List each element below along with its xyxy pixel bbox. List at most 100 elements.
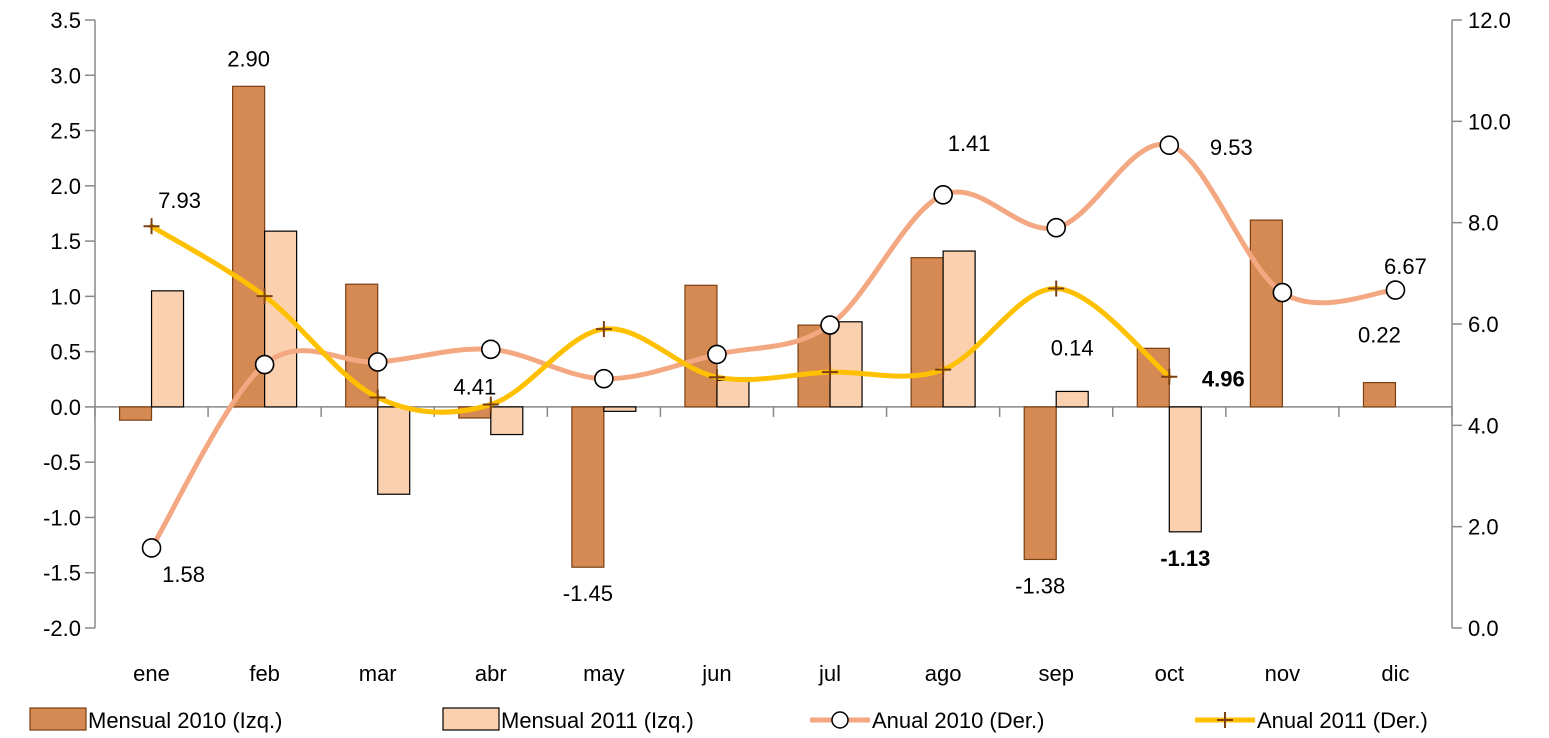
left-tick-label: 3.5	[50, 8, 81, 33]
lines	[141, 135, 1406, 558]
bar-mensual-2010	[571, 406, 605, 568]
bar-mensual-2010	[1023, 406, 1057, 561]
axes: -2.0 -1.5 -1.0 -0.5 0.0 0.5 1.0 1.5 2.0 2.5 3.0 3.5…	[43, 8, 1511, 686]
data-label: 9.53	[1210, 135, 1253, 160]
bar-mensual-2010	[118, 406, 153, 421]
marker-anual-2011	[369, 389, 386, 406]
marker-anual-2010	[480, 339, 501, 360]
data-label: 1.41	[948, 131, 991, 156]
marker-anual-2010	[1046, 217, 1067, 238]
right-tick-label: 4.0	[1468, 413, 1499, 438]
marker-anual-2010	[367, 352, 388, 372]
marker-anual-2010	[1272, 282, 1293, 303]
bar-mensual-2011	[603, 406, 637, 412]
marker-anual-2010	[707, 344, 727, 365]
left-tick-label: 2.5	[50, 119, 81, 144]
category-label: nov	[1265, 661, 1300, 686]
marker-anual-2011	[595, 321, 612, 338]
line-anual-2010	[149, 141, 1398, 551]
legend-label: Anual 2010 (Der.)	[872, 708, 1044, 733]
legend-label: Anual 2011 (Der.)	[1257, 708, 1428, 733]
category-label: ago	[925, 661, 962, 686]
data-label: -1.38	[1015, 573, 1065, 598]
marker-anual-2011	[708, 369, 725, 386]
left-tick-label: 0.5	[50, 340, 81, 365]
marker-anual-2010	[254, 354, 275, 375]
legend-swatch	[29, 707, 87, 731]
marker-anual-2010	[1159, 135, 1180, 155]
category-label: mar	[359, 661, 397, 686]
bar-mensual-2011	[490, 406, 524, 436]
category-label: abr	[475, 661, 507, 686]
category-label: jun	[701, 661, 731, 686]
category-label: feb	[249, 661, 280, 686]
data-labels: 2.90 -1.45 -1.38 0.22 1.41 0.14 -1.13 1.58 9.53 6…	[158, 46, 1427, 606]
line-anual-2011	[149, 223, 1172, 415]
marker-anual-2010	[594, 368, 614, 389]
marker-anual-2011	[482, 396, 499, 413]
data-label: 4.41	[453, 375, 496, 400]
bar-mensual-2011	[716, 379, 750, 408]
left-tick-label: 0.0	[50, 395, 81, 420]
category-label: sep	[1038, 661, 1073, 686]
data-label: 0.14	[1051, 335, 1094, 360]
right-tick-label: 6.0	[1468, 312, 1499, 337]
right-tick-label: 0.0	[1468, 616, 1499, 641]
bar-mensual-2011	[942, 250, 976, 408]
category-label: dic	[1381, 661, 1409, 686]
legend-label: Mensual 2011 (Izq.)	[501, 708, 694, 733]
marker-anual-2010	[933, 185, 953, 205]
marker-anual-2011	[143, 218, 160, 235]
bar-mensual-2011	[829, 321, 863, 408]
data-label: 7.93	[158, 188, 201, 213]
left-tick-label: 1.0	[50, 284, 81, 309]
marker-anual-2011	[935, 361, 952, 378]
left-tick-label: -1.5	[43, 561, 81, 586]
left-tick-label: 2.0	[50, 174, 81, 199]
data-label: 0.22	[1358, 323, 1401, 348]
data-label: -1.13	[1160, 546, 1210, 571]
marker-anual-2011	[1048, 280, 1065, 297]
right-tick-label: 2.0	[1468, 515, 1499, 540]
bar-mensual-2011	[150, 290, 185, 408]
legend-swatch	[442, 707, 500, 731]
legend-marker	[831, 711, 849, 729]
right-tick-label: 10.0	[1468, 109, 1511, 134]
bar-mensual-2011	[1055, 390, 1089, 408]
data-label: 6.67	[1384, 254, 1427, 279]
category-label: ene	[133, 661, 170, 686]
bars	[118, 85, 1397, 568]
left-tick-label: -0.5	[43, 450, 81, 475]
data-label: 2.90	[227, 46, 270, 71]
marker-anual-2011	[822, 364, 839, 381]
bar-mensual-2010	[1249, 219, 1283, 408]
bar-mensual-2010	[232, 85, 266, 408]
data-label: -1.45	[563, 581, 613, 606]
legend-item: Mensual 2011 (Izq.)	[442, 707, 694, 733]
left-tick-label: 1.5	[50, 229, 81, 254]
marker-anual-2010	[820, 315, 840, 335]
left-tick-label: 3.0	[50, 63, 81, 88]
category-label: jul	[818, 661, 841, 686]
bar-mensual-2010	[1362, 381, 1397, 408]
left-tick-label: -2.0	[43, 616, 81, 641]
legend-label: Mensual 2010 (Izq.)	[88, 708, 282, 733]
marker-anual-2010	[141, 538, 162, 558]
legend: Mensual 2010 (Izq.) Mensual 2011 (Izq.) An…	[29, 707, 1428, 733]
bar-mensual-2011	[377, 406, 411, 495]
legend-item: Mensual 2010 (Izq.)	[29, 707, 282, 733]
left-tick-label: -1.0	[43, 505, 81, 530]
marker-anual-2010	[1385, 280, 1406, 300]
legend-item: Anual 2011 (Der.)	[1195, 708, 1428, 733]
right-tick-label: 8.0	[1468, 211, 1499, 236]
data-label: 4.96	[1202, 367, 1245, 392]
category-label: oct	[1155, 661, 1184, 686]
legend-item: Anual 2010 (Der.)	[810, 708, 1044, 733]
category-label: may	[583, 661, 625, 686]
right-tick-label: 12.0	[1468, 8, 1511, 33]
bar-mensual-2010	[910, 257, 944, 408]
data-label: 1.58	[162, 562, 205, 587]
marker-anual-2011	[1161, 368, 1178, 385]
bar-mensual-2011	[1168, 406, 1202, 533]
